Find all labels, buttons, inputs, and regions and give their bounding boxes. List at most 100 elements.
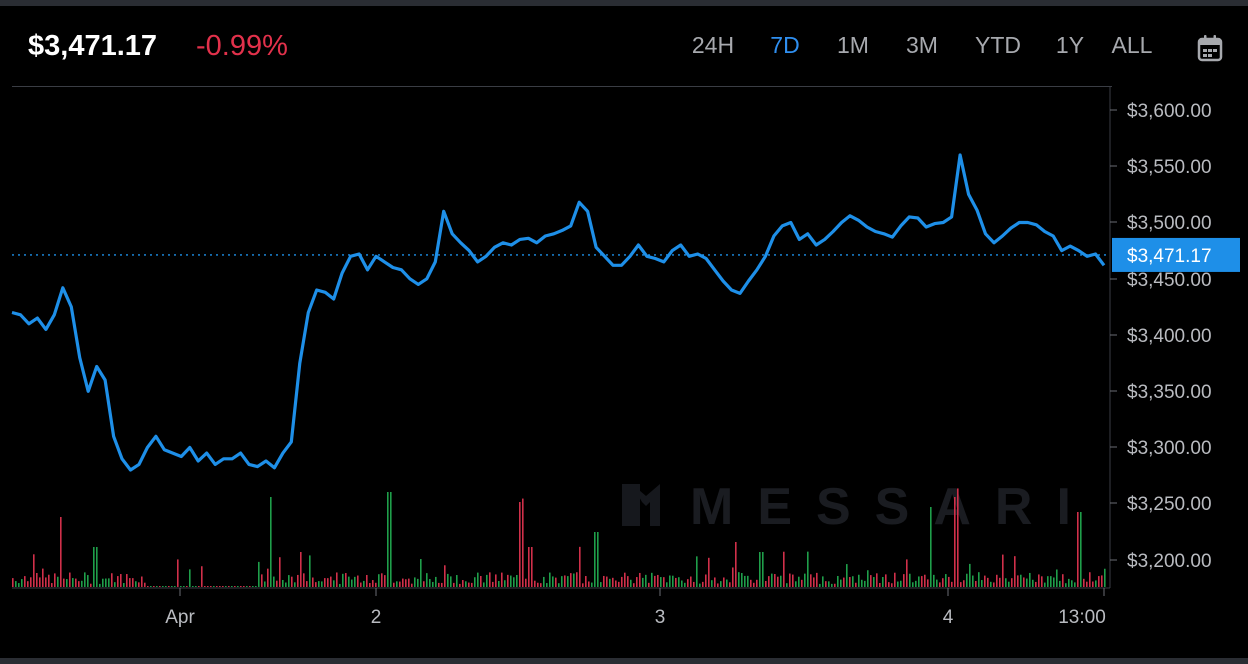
volume-bar bbox=[363, 580, 365, 587]
volume-bar bbox=[228, 586, 230, 587]
volume-bar bbox=[837, 575, 839, 587]
volume-bar bbox=[294, 582, 296, 587]
volume-bar bbox=[1071, 580, 1073, 587]
volume-bar bbox=[708, 557, 710, 587]
price-change: -0.99% bbox=[196, 30, 288, 62]
volume-bar bbox=[42, 568, 44, 587]
volume-bar bbox=[864, 580, 866, 587]
volume-bar bbox=[327, 578, 329, 587]
volume-bar bbox=[993, 582, 995, 587]
tab-1y[interactable]: 1Y bbox=[1055, 32, 1085, 58]
volume-bar bbox=[516, 574, 518, 587]
volume-bar bbox=[585, 576, 587, 587]
volume-bar bbox=[648, 582, 650, 587]
volume-bar bbox=[288, 575, 290, 587]
volume-bar bbox=[303, 573, 305, 587]
tab-24h[interactable]: 24H bbox=[691, 32, 735, 58]
tab-7d[interactable]: 7D bbox=[770, 32, 800, 58]
volume-bar bbox=[261, 574, 263, 587]
calendar-icon[interactable] bbox=[1197, 34, 1223, 62]
volume-bar bbox=[351, 579, 353, 587]
volume-bar bbox=[234, 586, 236, 587]
volume-bar bbox=[48, 574, 50, 587]
volume-bar bbox=[168, 586, 170, 587]
x-tick-label: 2 bbox=[371, 607, 382, 628]
y-tick-label: $3,600.00 bbox=[1127, 101, 1212, 122]
volume-bar bbox=[150, 586, 152, 587]
volume-bar bbox=[123, 583, 125, 587]
volume-bar bbox=[789, 573, 791, 587]
volume-bar bbox=[315, 582, 317, 587]
volume-bar bbox=[27, 581, 29, 587]
tab-ytd[interactable]: YTD bbox=[975, 32, 1021, 58]
volume-bar bbox=[798, 576, 800, 587]
volume-bar bbox=[609, 578, 611, 587]
volume-bar bbox=[591, 582, 593, 587]
volume-bar bbox=[492, 581, 494, 587]
volume-bar bbox=[651, 572, 653, 587]
y-tick-label: $3,350.00 bbox=[1127, 382, 1212, 403]
volume-bar bbox=[897, 581, 899, 587]
volume-bar bbox=[762, 552, 764, 587]
volume-bar bbox=[147, 586, 149, 587]
volume-bar bbox=[513, 577, 515, 587]
volume-bar bbox=[645, 574, 647, 587]
volume-bar bbox=[672, 575, 674, 587]
volume-bar bbox=[888, 582, 890, 587]
volume-bar bbox=[813, 577, 815, 587]
volume-bar bbox=[345, 573, 347, 587]
volume-bar bbox=[939, 582, 941, 587]
volume-bar bbox=[741, 573, 743, 587]
volume-bar bbox=[489, 572, 491, 587]
volume-bar bbox=[378, 574, 380, 587]
volume-bar bbox=[693, 581, 695, 587]
volume-bar bbox=[657, 574, 659, 587]
volume-bar bbox=[567, 576, 569, 587]
volume-bar bbox=[861, 579, 863, 587]
volume-bar bbox=[138, 582, 140, 587]
volume-bar bbox=[681, 580, 683, 587]
volume-bar bbox=[825, 581, 827, 587]
volume-bar bbox=[552, 576, 554, 587]
volume-bar bbox=[705, 574, 707, 587]
volume-bar bbox=[180, 586, 182, 587]
volume-bar bbox=[507, 574, 509, 587]
tab-all[interactable]: ALL bbox=[1111, 32, 1153, 58]
volume-bar bbox=[396, 581, 398, 587]
volume-bar bbox=[1053, 577, 1055, 587]
volume-bar bbox=[669, 575, 671, 587]
volume-bar bbox=[717, 583, 719, 587]
volume-bar bbox=[750, 579, 752, 587]
volume-bar bbox=[663, 577, 665, 587]
volume-bar bbox=[954, 497, 956, 587]
volume-bar bbox=[579, 546, 581, 587]
current-price: $3,471.17 bbox=[28, 30, 158, 62]
volume-bar bbox=[339, 583, 341, 587]
volume-bar bbox=[1101, 575, 1103, 587]
volume-bar bbox=[540, 583, 542, 587]
volume-bar bbox=[276, 580, 278, 587]
volume-bar bbox=[309, 555, 311, 587]
volume-bar bbox=[450, 576, 452, 587]
volume-bar bbox=[594, 532, 596, 587]
volume-bar bbox=[639, 572, 641, 587]
volume-bar bbox=[78, 581, 80, 587]
volume-bar bbox=[204, 586, 206, 587]
volume-bar bbox=[1080, 512, 1082, 587]
volume-bar bbox=[333, 580, 335, 587]
volume-bar bbox=[369, 583, 371, 587]
volume-bar bbox=[1089, 572, 1091, 587]
volume-bar bbox=[66, 579, 68, 587]
volume-bar bbox=[519, 502, 521, 587]
volume-bar bbox=[900, 580, 902, 587]
volume-bar bbox=[885, 574, 887, 587]
tab-1m[interactable]: 1M bbox=[837, 32, 869, 58]
volume-bar bbox=[810, 574, 812, 587]
volume-bar bbox=[1086, 581, 1088, 587]
volume-bar bbox=[54, 573, 56, 587]
volume-bar bbox=[627, 576, 629, 587]
volume-bar bbox=[759, 552, 761, 587]
tab-3m[interactable]: 3M bbox=[906, 32, 938, 58]
volume-bar bbox=[981, 580, 983, 587]
